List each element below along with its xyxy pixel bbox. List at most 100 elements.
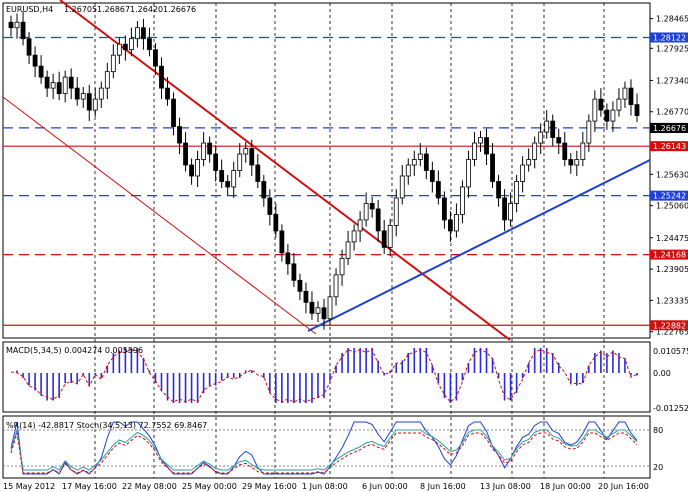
candle: [580, 132, 586, 167]
candle: [273, 203, 279, 238]
candle: [110, 44, 116, 79]
candle: [532, 136, 538, 169]
candle: [171, 92, 176, 136]
main-price-panel[interactable]: [2, 2, 651, 339]
candle: [622, 81, 628, 108]
red-channel-upper-line: [59, 0, 511, 341]
macd-signal-line: [10, 348, 638, 403]
candle: [92, 88, 98, 117]
candle: [508, 192, 513, 227]
stochastic-signal-line: [10, 432, 638, 474]
macd-axis-top: 0.010575: [653, 347, 688, 356]
vertical-grid: [94, 3, 605, 478]
level-price-tag-text: 1.22882: [653, 321, 686, 330]
time-label: 17 May 16:00: [62, 482, 117, 491]
candle: [460, 180, 465, 224]
candle: [616, 88, 622, 117]
candle: [231, 161, 237, 198]
candle: [514, 174, 520, 213]
williams-r-line: [10, 421, 638, 475]
time-label: 22 May 08:00: [122, 482, 177, 491]
macd-histogram: [10, 348, 638, 403]
candle: [393, 189, 399, 237]
candle: [44, 70, 50, 97]
candle: [472, 132, 477, 167]
candle: [454, 203, 459, 238]
level-price-tag: [650, 141, 688, 152]
candle: [201, 132, 207, 167]
candle: [363, 192, 369, 227]
time-label: 15 May 2012: [3, 482, 55, 491]
candle: [315, 301, 321, 323]
candle: [387, 218, 393, 257]
trendlines: [2, 0, 651, 341]
osc-axis-80: 80: [653, 426, 663, 435]
candle: [345, 230, 351, 265]
candle: [598, 88, 604, 117]
candle: [484, 128, 489, 166]
candle: [550, 114, 556, 147]
time-label: 18 Jun 00:00: [540, 482, 591, 491]
osc-axis-20: 20: [653, 463, 663, 472]
chart-symbol-label: EURUSD,H4: [6, 5, 53, 14]
candle: [586, 114, 592, 152]
candle: [423, 147, 429, 180]
candle: [520, 156, 526, 193]
candle: [165, 77, 170, 106]
candle: [502, 189, 507, 231]
candle: [195, 150, 201, 187]
candle: [478, 130, 483, 152]
candle: [189, 158, 194, 185]
level-price-tag: [650, 32, 688, 43]
ohlc-open: 1.26705: [64, 5, 97, 14]
oscillator-lines: [3, 421, 650, 475]
candle: [213, 145, 219, 182]
candle: [381, 219, 387, 254]
blue-support-trendline: [307, 159, 651, 332]
candle: [441, 191, 447, 229]
level-price-tag: [650, 190, 688, 201]
candle: [32, 46, 38, 78]
red-channel-lower-line: [2, 96, 317, 335]
candle: [405, 158, 411, 185]
price-tick-label: 1.26770: [656, 108, 688, 117]
macd-label: MACD(5,34,5) 0.004274 0.005596: [6, 346, 143, 355]
candle: [80, 87, 86, 108]
candle: [369, 196, 375, 218]
level-price-tag-text: 1.25242: [653, 192, 686, 201]
candle: [538, 123, 544, 155]
candle: [74, 77, 80, 106]
candle: [26, 32, 32, 64]
level-price-tag: [650, 249, 688, 260]
candle: [261, 174, 267, 207]
candle: [375, 200, 381, 242]
candle: [610, 101, 616, 133]
candle: [177, 117, 182, 155]
candle: [219, 159, 225, 189]
candle: [14, 13, 20, 39]
price-tick-label: 1.23905: [656, 265, 688, 274]
candle: [544, 110, 550, 139]
candle: [592, 90, 598, 133]
candle: [255, 154, 261, 189]
candle: [568, 152, 574, 174]
level-price-tag-text: 1.28122: [653, 33, 686, 42]
candle: [285, 244, 291, 275]
candle: [490, 143, 495, 189]
macd-axis-zero: 0.00: [653, 369, 671, 378]
stochastic-main-line: [10, 429, 638, 471]
macd-panel[interactable]: [2, 341, 651, 413]
time-axis: 15 May 2012 17 May 16:00 22 May 08:00 25 Ma…: [3, 482, 649, 491]
time-label: 25 May 00:00: [182, 482, 237, 491]
candle: [279, 224, 285, 262]
candle: [466, 150, 471, 198]
candle: [135, 21, 140, 48]
candle: [8, 15, 14, 37]
time-label: 20 Jun 16:00: [598, 482, 649, 491]
candle: [435, 170, 441, 205]
candle: [634, 93, 640, 123]
price-tick-label: 1.24475: [656, 234, 688, 243]
candle: [249, 139, 255, 176]
oscillator-panel[interactable]: [2, 415, 651, 479]
